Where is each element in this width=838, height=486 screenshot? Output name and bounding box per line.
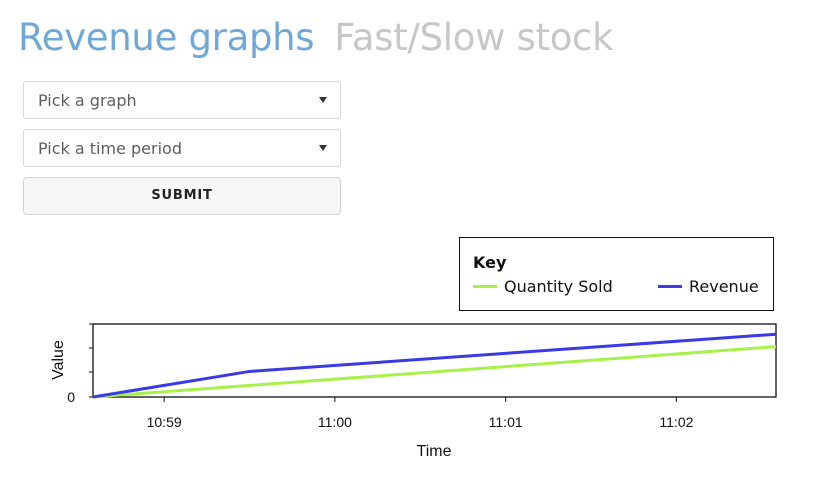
- y-axis-label: Value: [50, 340, 67, 380]
- chevron-down-icon: [319, 145, 327, 151]
- legend-swatch-quantity-sold: [473, 285, 497, 288]
- legend-label: Quantity Sold: [504, 277, 613, 296]
- x-tick-label: 11:02: [659, 414, 693, 430]
- plot-frame: [92, 323, 777, 398]
- legend-label: Revenue: [689, 277, 759, 296]
- chart-legend: Key Quantity Sold Revenue: [459, 237, 774, 311]
- x-tick-label: 10:59: [147, 414, 182, 430]
- x-tick-label: 11:00: [318, 414, 352, 430]
- tab-revenue-graphs[interactable]: Revenue graphs: [18, 16, 315, 59]
- legend-swatch-revenue: [658, 285, 682, 288]
- submit-button[interactable]: SUBMIT: [23, 177, 341, 215]
- series-line-revenue: [92, 332, 777, 399]
- x-tick-label: 11:01: [489, 414, 523, 430]
- time-period-select[interactable]: Pick a time period: [23, 129, 341, 167]
- y-tick-label: 0: [67, 389, 75, 405]
- tab-fast-slow-stock[interactable]: Fast/Slow stock: [334, 16, 614, 59]
- x-axis-label: Time: [417, 443, 452, 460]
- chevron-down-icon: [319, 97, 327, 103]
- legend-item-revenue: Revenue: [658, 277, 759, 296]
- series-line-quantity-sold: [92, 345, 777, 399]
- graph-select[interactable]: Pick a graph: [23, 81, 341, 119]
- graph-form: Pick a graph Pick a time period SUBMIT: [23, 81, 341, 215]
- time-period-select-placeholder: Pick a time period: [38, 139, 182, 158]
- page-tabs: Revenue graphs Fast/Slow stock: [18, 14, 614, 62]
- legend-item-quantity-sold: Quantity Sold: [473, 277, 613, 296]
- graph-select-placeholder: Pick a graph: [38, 91, 137, 110]
- legend-title: Key: [473, 253, 507, 272]
